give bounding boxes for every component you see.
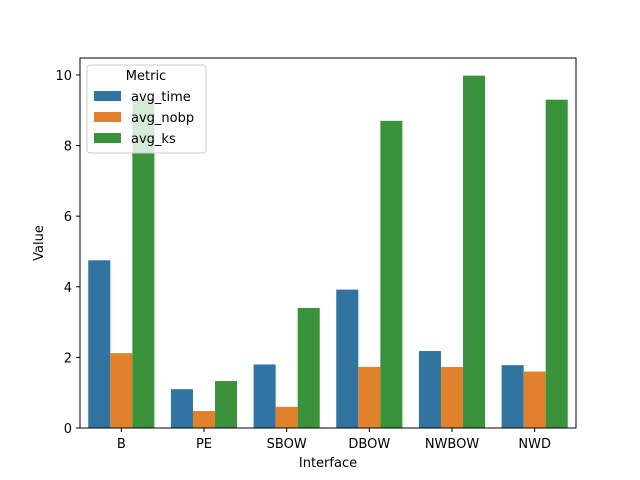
bar-avg_time-DBOW [336,289,359,428]
y-axis-title: Value [32,225,47,261]
legend-swatch-avg_time [94,91,121,101]
bar-avg_nobp-DBOW [358,366,381,428]
legend-swatch-avg_ks [94,133,121,143]
x-tick-label: DBOW [348,437,390,452]
x-tick-label: NWBOW [425,437,480,452]
y-tick-label: 10 [55,69,72,84]
legend-label-avg_nobp: avg_nobp [131,111,194,126]
legend-label-avg_time: avg_time [131,90,191,105]
x-tick-label: SBOW [267,437,307,452]
bar-avg_time-SBOW [253,364,276,428]
bar-avg_ks-B [132,99,155,428]
legend-swatch-avg_nobp [94,112,121,122]
bar-avg_time-NWD [501,365,524,428]
bar-avg_nobp-NWD [523,371,546,428]
y-tick-label: 2 [64,351,72,366]
x-axis: B PE SBOW DBOW NWBOW NWD [117,428,551,452]
bar-avg_ks-DBOW [380,120,403,429]
bar-avg_ks-NWD [545,99,568,428]
bar-avg_time-B [88,260,111,428]
y-tick-label: 8 [64,140,72,155]
legend: Metric avg_time avg_nobp avg_ks [86,64,207,154]
bar-avg_time-NWBOW [418,351,441,428]
bar-avg_ks-PE [215,381,238,428]
y-tick-label: 6 [64,210,72,225]
legend-box [86,64,207,154]
y-tick-label: 0 [64,422,72,437]
plot-frame [79,57,577,429]
y-tick-label: 4 [64,281,72,296]
bars-group [88,75,568,429]
bar-avg_nobp-NWBOW [440,366,464,428]
bar-avg_nobp-B [110,353,133,428]
x-tick-label: PE [196,437,212,452]
bar-avg_ks-SBOW [297,307,320,428]
bar-avg_time-PE [170,389,193,428]
legend-title: Metric [126,69,166,84]
legend-label-avg_ks: avg_ks [131,132,176,147]
x-tick-label: B [117,437,126,452]
bar-avg_nobp-SBOW [275,406,298,428]
y-axis: 0 2 4 6 8 10 [55,69,80,437]
bar-avg_ks-NWBOW [463,75,486,428]
x-axis-title: Interface [299,456,357,471]
x-tick-label: NWD [518,437,551,452]
bar-avg_nobp-PE [192,411,216,428]
